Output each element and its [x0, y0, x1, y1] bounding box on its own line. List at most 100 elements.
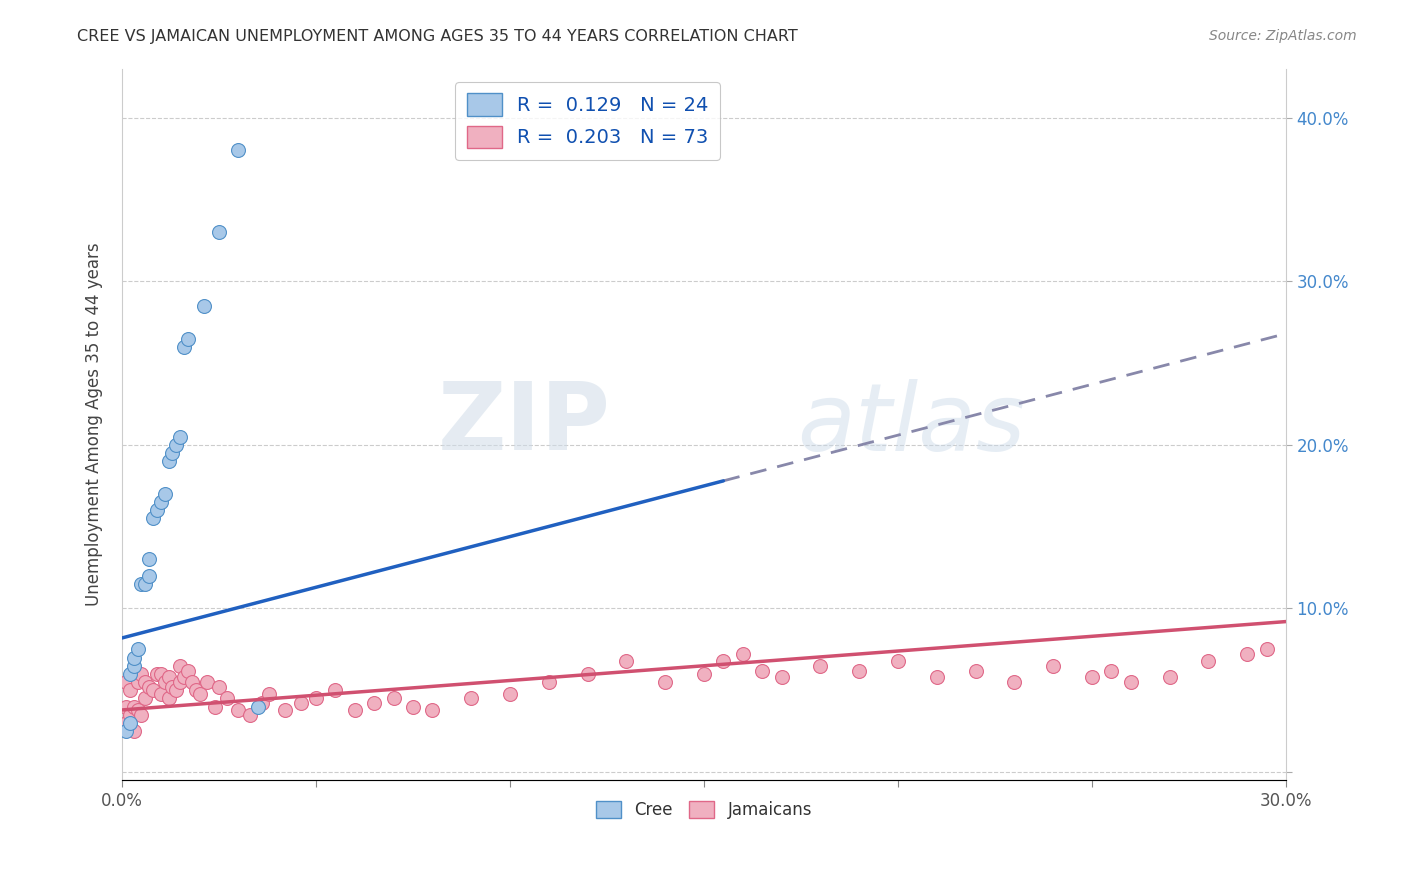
- Point: [118, 707, 141, 722]
- Point: [138, 680, 160, 694]
- Point: [770, 670, 793, 684]
- Point: [208, 225, 231, 239]
- Point: [711, 654, 734, 668]
- Point: [965, 664, 987, 678]
- Point: [165, 683, 187, 698]
- Point: [134, 691, 156, 706]
- Point: [246, 699, 269, 714]
- Point: [157, 670, 180, 684]
- Point: [654, 675, 676, 690]
- Point: [134, 675, 156, 690]
- Text: ZIP: ZIP: [439, 378, 610, 470]
- Point: [153, 487, 176, 501]
- Point: [1256, 642, 1278, 657]
- Point: [887, 654, 910, 668]
- Point: [808, 658, 831, 673]
- Point: [693, 667, 716, 681]
- Point: [177, 331, 200, 345]
- Point: [325, 683, 347, 698]
- Point: [142, 683, 165, 698]
- Point: [460, 691, 482, 706]
- Legend: Cree, Jamaicans: Cree, Jamaicans: [589, 794, 818, 825]
- Point: [153, 675, 176, 690]
- Point: [537, 675, 560, 690]
- Point: [382, 691, 405, 706]
- Point: [115, 699, 138, 714]
- Point: [149, 495, 172, 509]
- Point: [162, 446, 184, 460]
- Point: [131, 577, 153, 591]
- Point: [118, 667, 141, 681]
- Point: [122, 724, 145, 739]
- Point: [215, 691, 238, 706]
- Point: [250, 697, 273, 711]
- Point: [188, 687, 211, 701]
- Point: [146, 503, 169, 517]
- Point: [193, 299, 215, 313]
- Point: [228, 144, 250, 158]
- Point: [146, 667, 169, 681]
- Point: [499, 687, 522, 701]
- Point: [1099, 664, 1122, 678]
- Point: [173, 340, 195, 354]
- Point: [731, 648, 754, 662]
- Point: [131, 667, 153, 681]
- Point: [925, 670, 948, 684]
- Point: [274, 703, 297, 717]
- Point: [138, 568, 160, 582]
- Point: [1119, 675, 1142, 690]
- Point: [343, 703, 366, 717]
- Point: [576, 667, 599, 681]
- Point: [138, 552, 160, 566]
- Point: [157, 691, 180, 706]
- Point: [127, 642, 149, 657]
- Point: [1081, 670, 1104, 684]
- Text: CREE VS JAMAICAN UNEMPLOYMENT AMONG AGES 35 TO 44 YEARS CORRELATION CHART: CREE VS JAMAICAN UNEMPLOYMENT AMONG AGES…: [77, 29, 799, 44]
- Point: [184, 683, 207, 698]
- Point: [848, 664, 870, 678]
- Point: [363, 697, 385, 711]
- Point: [115, 675, 138, 690]
- Point: [131, 707, 153, 722]
- Point: [169, 658, 191, 673]
- Point: [422, 703, 444, 717]
- Point: [290, 697, 312, 711]
- Point: [122, 699, 145, 714]
- Point: [149, 667, 172, 681]
- Point: [402, 699, 425, 714]
- Point: [165, 438, 187, 452]
- Point: [180, 675, 202, 690]
- Point: [122, 658, 145, 673]
- Point: [162, 680, 184, 694]
- Point: [127, 703, 149, 717]
- Point: [751, 664, 773, 678]
- Point: [616, 654, 638, 668]
- Y-axis label: Unemployment Among Ages 35 to 44 years: Unemployment Among Ages 35 to 44 years: [86, 243, 103, 607]
- Point: [149, 687, 172, 701]
- Point: [208, 680, 231, 694]
- Point: [228, 703, 250, 717]
- Point: [157, 454, 180, 468]
- Point: [169, 430, 191, 444]
- Point: [115, 724, 138, 739]
- Point: [118, 719, 141, 733]
- Text: Source: ZipAtlas.com: Source: ZipAtlas.com: [1209, 29, 1357, 43]
- Point: [127, 675, 149, 690]
- Point: [177, 664, 200, 678]
- Point: [259, 687, 281, 701]
- Point: [1042, 658, 1064, 673]
- Point: [1002, 675, 1025, 690]
- Point: [122, 650, 145, 665]
- Point: [204, 699, 226, 714]
- Point: [134, 577, 156, 591]
- Point: [142, 511, 165, 525]
- Point: [305, 691, 328, 706]
- Point: [239, 707, 262, 722]
- Point: [115, 716, 138, 731]
- Point: [118, 716, 141, 731]
- Point: [197, 675, 219, 690]
- Point: [173, 670, 195, 684]
- Point: [1236, 648, 1258, 662]
- Point: [1197, 654, 1219, 668]
- Text: atlas: atlas: [797, 379, 1025, 470]
